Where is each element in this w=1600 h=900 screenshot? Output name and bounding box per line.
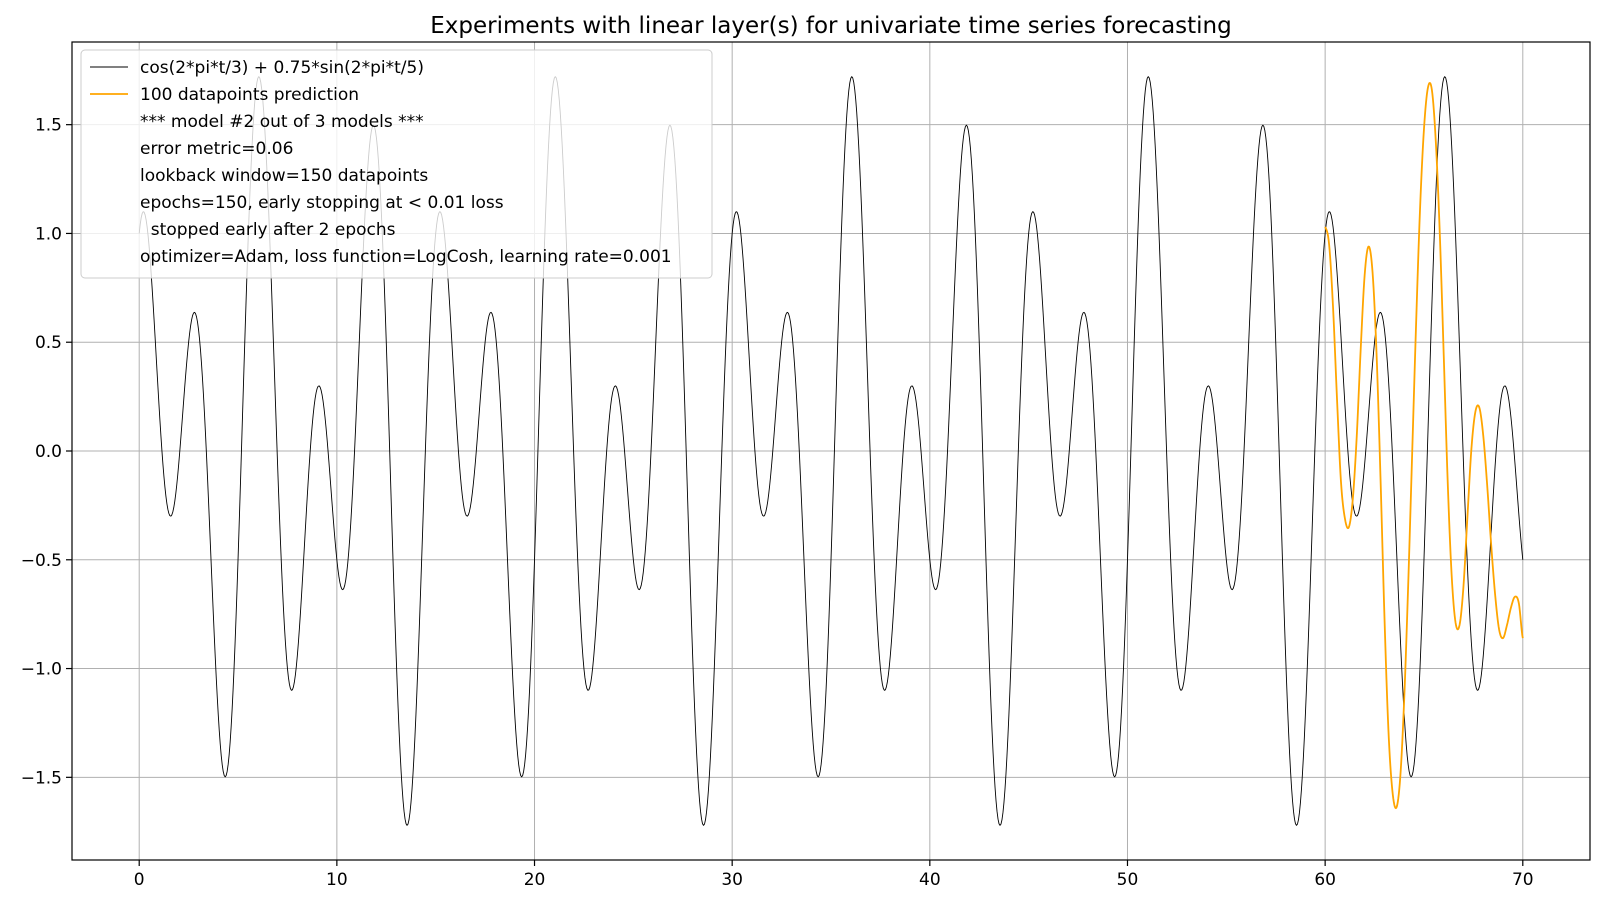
legend-annotation: epochs=150, early stopping at < 0.01 los… xyxy=(140,193,504,213)
x-tick-label: 60 xyxy=(1314,870,1336,890)
x-axis: 0 10 20 30 40 50 60 70 xyxy=(134,860,1534,890)
legend-box xyxy=(80,49,713,279)
legend-label: 100 datapoints prediction xyxy=(140,85,359,105)
chart-title: Experiments with linear layer(s) for uni… xyxy=(430,13,1232,39)
legend-annotation: error metric=0.06 xyxy=(140,139,293,159)
legend-annotation: optimizer=Adam, loss function=LogCosh, l… xyxy=(140,247,672,267)
x-tick-label: 10 xyxy=(326,870,348,890)
x-tick-label: 40 xyxy=(919,870,941,890)
x-tick-label: 20 xyxy=(524,870,546,890)
y-tick-label: 1.0 xyxy=(35,224,62,244)
y-tick-label: −1.0 xyxy=(21,660,62,680)
grid xyxy=(72,42,1590,860)
legend-annotation: lookback window=150 datapoints xyxy=(140,166,428,186)
series-line-prediction xyxy=(1324,82,1524,810)
legend-annotation: stopped early after 2 epochs xyxy=(140,220,396,240)
y-tick-label: −1.5 xyxy=(21,768,62,788)
y-tick-label: 1.5 xyxy=(35,116,62,136)
y-axis: −1.5 −1.0 −0.5 0.0 0.5 1.0 1.5 xyxy=(21,116,72,788)
x-tick-label: 70 xyxy=(1512,870,1534,890)
y-tick-label: 0.5 xyxy=(35,333,62,353)
x-tick-label: 30 xyxy=(721,870,743,890)
x-tick-label: 0 xyxy=(134,870,145,890)
y-tick-label: −0.5 xyxy=(21,551,62,571)
legend: cos(2*pi*t/3) + 0.75*sin(2*pi*t/5) 100 da… xyxy=(80,49,713,279)
y-tick-label: 0.0 xyxy=(35,442,62,462)
x-tick-label: 50 xyxy=(1117,870,1139,890)
legend-annotation: *** model #2 out of 3 models *** xyxy=(140,112,424,132)
legend-label: cos(2*pi*t/3) + 0.75*sin(2*pi*t/5) xyxy=(140,58,424,78)
